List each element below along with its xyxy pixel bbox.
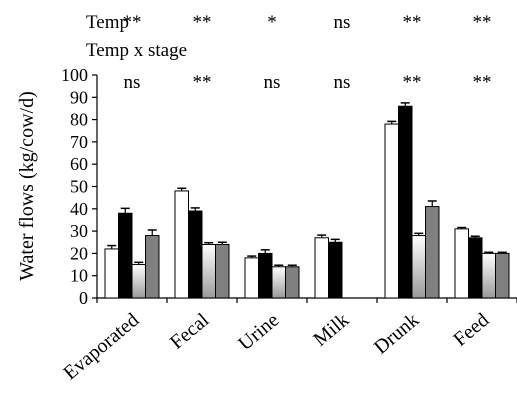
bar-milk-series-1 — [314, 237, 329, 299]
bar-fecal-series-4 — [215, 243, 230, 299]
bar-drunk-series-4 — [425, 206, 440, 299]
bar-drunk-series-3 — [411, 235, 426, 299]
sig-mark: ns — [334, 72, 351, 93]
bar-evaporated-series-1 — [104, 248, 119, 299]
sig-mark: ** — [473, 12, 492, 33]
sig-mark: ** — [123, 12, 142, 33]
sig-mark: ** — [403, 12, 422, 33]
bar-drunk-series-2 — [398, 105, 413, 299]
y-axis-title: Water flows (kg/cow/d) — [16, 91, 38, 280]
y-tick-label: 20 — [70, 243, 88, 263]
bar-fecal-series-3 — [201, 243, 216, 299]
bar-fecal-series-2 — [188, 210, 203, 299]
category-label: Milk — [309, 309, 353, 351]
bar-evaporated-series-2 — [118, 212, 133, 299]
sig-mark: ** — [193, 72, 212, 93]
bar-urine-series-4 — [285, 266, 300, 299]
y-tick-label: 0 — [79, 288, 88, 308]
y-tick-label: 100 — [61, 65, 88, 85]
sig-row-label-temp-x-stage: Temp x stage — [86, 40, 187, 61]
bar-urine-series-2 — [258, 252, 273, 299]
bar-urine-series-1 — [244, 257, 259, 299]
sig-mark: ns — [124, 72, 141, 93]
bar-evaporated-series-4 — [145, 235, 160, 299]
bar-feed-series-1 — [454, 228, 469, 299]
sig-mark: ns — [334, 12, 351, 33]
category-label: Evaporated — [59, 309, 143, 384]
bar-feed-series-3 — [481, 252, 496, 299]
bar-feed-series-2 — [468, 237, 483, 299]
bar-milk-series-2 — [328, 241, 343, 299]
y-tick-label: 90 — [70, 87, 88, 107]
y-tick-label: 60 — [70, 154, 88, 174]
bar-evaporated-series-3 — [131, 264, 146, 299]
y-tick-label: 80 — [70, 110, 88, 130]
y-tick-label: 70 — [70, 132, 88, 152]
category-label: Fecal — [166, 309, 214, 354]
bar-urine-series-3 — [271, 266, 286, 299]
bar-drunk-series-1 — [384, 123, 399, 299]
sig-mark: ** — [193, 12, 212, 33]
sig-mark: * — [267, 12, 277, 33]
category-label: Feed — [449, 309, 493, 351]
y-tick-label: 10 — [70, 266, 88, 286]
sig-mark: ns — [264, 72, 281, 93]
bar-feed-series-4 — [495, 252, 510, 299]
y-tick-label: 40 — [70, 199, 88, 219]
bar-fecal-series-1 — [174, 190, 189, 299]
category-label: Drunk — [370, 309, 423, 359]
y-tick-label: 30 — [70, 221, 88, 241]
category-label: Urine — [234, 309, 283, 355]
sig-row-label-temp: Temp — [86, 12, 129, 33]
sig-mark: ** — [473, 72, 492, 93]
y-tick-label: 50 — [70, 177, 88, 197]
sig-mark: ** — [403, 72, 422, 93]
